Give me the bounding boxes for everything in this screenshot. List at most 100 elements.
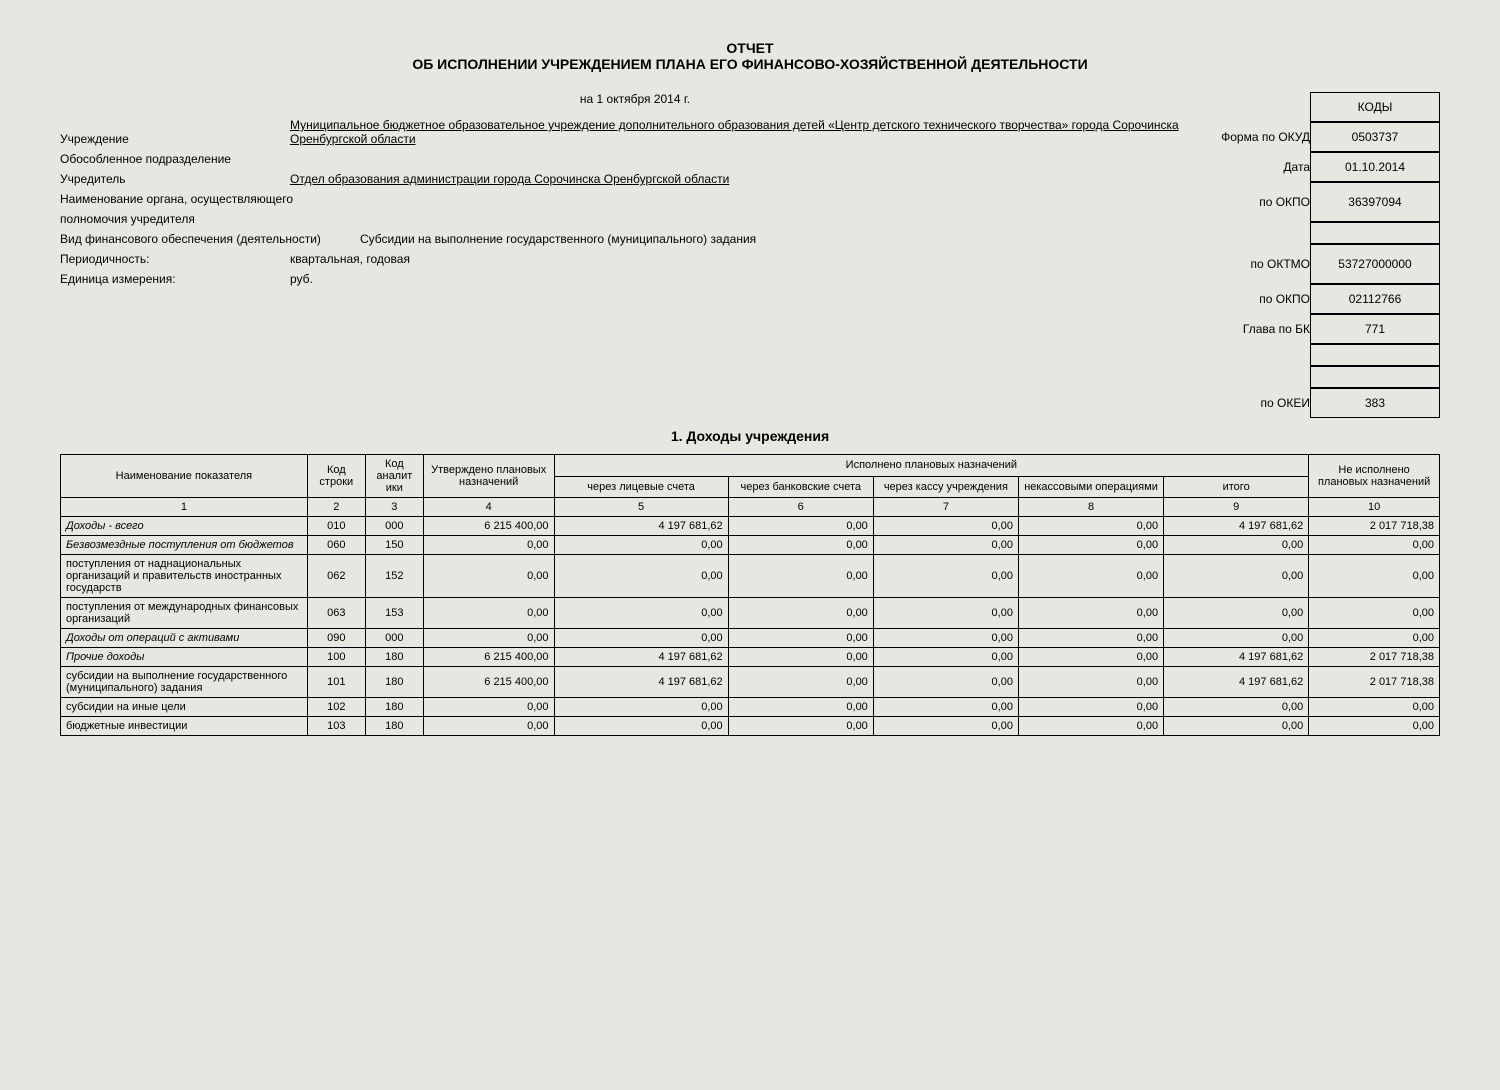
th-via-cash: через кассу учреждения [873,476,1018,498]
cell-name: Доходы - всего [61,517,308,536]
code-oktmo: 53727000000 [1311,245,1440,284]
cell-via-accounts: 0,00 [554,698,728,717]
code-label-okei: по ОКЕИ [1220,396,1310,410]
cell-analytics-code: 150 [365,536,423,555]
label-financing-type: Вид финансового обеспечения (деятельност… [60,232,360,246]
cell-noncash: 0,00 [1018,698,1163,717]
cell-approved: 0,00 [423,536,554,555]
cell-via-accounts: 4 197 681,62 [554,648,728,667]
cell-analytics-code: 000 [365,517,423,536]
label-unit: Единица измерения: [60,272,290,286]
table-row: субсидии на иные цели1021800,000,000,000… [61,698,1440,717]
table-row: Прочие доходы1001806 215 400,004 197 681… [61,648,1440,667]
cell-unexecuted: 2 017 718,38 [1309,667,1440,698]
table-row: Доходы от операций с активами0900000,000… [61,629,1440,648]
cell-analytics-code: 152 [365,555,423,598]
code-okpo2: 02112766 [1311,285,1440,314]
code-okpo1: 36397094 [1311,183,1440,222]
code-label-okpo2: по ОКПО [1220,292,1310,306]
code-okei: 383 [1311,389,1440,418]
cell-row-code: 062 [307,555,365,598]
income-table: Наименование показателя Код строки Код а… [60,454,1440,736]
code-blank2 [1311,345,1440,366]
label-periodicity: Периодичность: [60,252,290,266]
cell-noncash: 0,00 [1018,536,1163,555]
cell-via-bank: 0,00 [728,648,873,667]
cell-row-code: 010 [307,517,365,536]
label-founder: Учредитель [60,172,290,186]
cell-noncash: 0,00 [1018,555,1163,598]
cell-analytics-code: 180 [365,717,423,736]
cell-via-accounts: 0,00 [554,629,728,648]
cell-name: поступления от наднациональных организац… [61,555,308,598]
code-label-date: Дата [1220,160,1310,174]
cell-unexecuted: 0,00 [1309,629,1440,648]
cell-noncash: 0,00 [1018,517,1163,536]
value-institution: Муниципальное бюджетное образовательное … [290,118,1210,146]
cell-noncash: 0,00 [1018,598,1163,629]
cell-row-code: 101 [307,667,365,698]
cell-unexecuted: 0,00 [1309,598,1440,629]
cell-via-cash: 0,00 [873,555,1018,598]
cell-approved: 6 215 400,00 [423,517,554,536]
cell-via-cash: 0,00 [873,698,1018,717]
cell-via-cash: 0,00 [873,717,1018,736]
cell-via-cash: 0,00 [873,536,1018,555]
cell-analytics-code: 180 [365,698,423,717]
cell-approved: 0,00 [423,698,554,717]
cell-unexecuted: 0,00 [1309,698,1440,717]
cell-via-bank: 0,00 [728,555,873,598]
th-via-bank: через банковские счета [728,476,873,498]
code-label-glava: Глава по БК [1220,322,1310,336]
th-executed-group: Исполнено плановых назначений [554,455,1309,477]
report-date: на 1 октября 2014 г. [60,92,1210,106]
cell-name: Прочие доходы [61,648,308,667]
cell-name: Доходы от операций с активами [61,629,308,648]
cell-name: Безвозмездные поступления от бюджетов [61,536,308,555]
header-left: на 1 октября 2014 г. Учреждение Муниципа… [60,92,1210,418]
cell-noncash: 0,00 [1018,629,1163,648]
cell-via-cash: 0,00 [873,648,1018,667]
th-via-accounts: через лицевые счета [554,476,728,498]
th-approved: Утверждено плановых назначений [423,455,554,498]
cell-total: 0,00 [1164,536,1309,555]
table-row: Доходы - всего0100006 215 400,00 4 197 68… [61,517,1440,536]
label-subdivision: Обособленное подразделение [60,152,290,166]
cell-total: 0,00 [1164,598,1309,629]
th-noncash: некассовыми операциями [1018,476,1163,498]
value-founder: Отдел образования администрации города С… [290,172,1210,186]
cell-noncash: 0,00 [1018,667,1163,698]
cell-via-cash: 0,00 [873,517,1018,536]
value-unit: руб. [290,272,313,286]
cell-total: 0,00 [1164,717,1309,736]
cell-total: 0,00 [1164,629,1309,648]
cell-via-accounts: 0,00 [554,598,728,629]
cell-via-bank: 0,00 [728,517,873,536]
cell-via-accounts: 0,00 [554,536,728,555]
codes-column: КОДЫ Форма по ОКУД 0503737 Дата 01.10.20… [1220,92,1440,418]
cell-name: бюджетные инвестиции [61,717,308,736]
cell-total: 0,00 [1164,698,1309,717]
cell-analytics-code: 000 [365,629,423,648]
title-line-1: ОТЧЕТ [60,40,1440,56]
cell-total: 4 197 681,62 [1164,517,1309,536]
title-line-2: ОБ ИСПОЛНЕНИИ УЧРЕЖДЕНИЕМ ПЛАНА ЕГО ФИНА… [60,56,1440,72]
cell-row-code: 100 [307,648,365,667]
cell-row-code: 102 [307,698,365,717]
cell-total: 4 197 681,62 [1164,648,1309,667]
code-label-okud: Форма по ОКУД [1220,130,1310,144]
cell-via-bank: 0,00 [728,629,873,648]
cell-via-cash: 0,00 [873,629,1018,648]
cell-unexecuted: 0,00 [1309,555,1440,598]
cell-via-bank: 0,00 [728,667,873,698]
th-analytics-code: Код аналит ики [365,455,423,498]
column-number-row: 1 2 3 4 5 6 7 8 9 10 [61,498,1440,517]
cell-approved: 6 215 400,00 [423,648,554,667]
cell-name: субсидии на иные цели [61,698,308,717]
cell-row-code: 060 [307,536,365,555]
cell-analytics-code: 153 [365,598,423,629]
cell-row-code: 103 [307,717,365,736]
cell-noncash: 0,00 [1018,717,1163,736]
header-area: на 1 октября 2014 г. Учреждение Муниципа… [60,92,1440,418]
cell-via-bank: 0,00 [728,536,873,555]
